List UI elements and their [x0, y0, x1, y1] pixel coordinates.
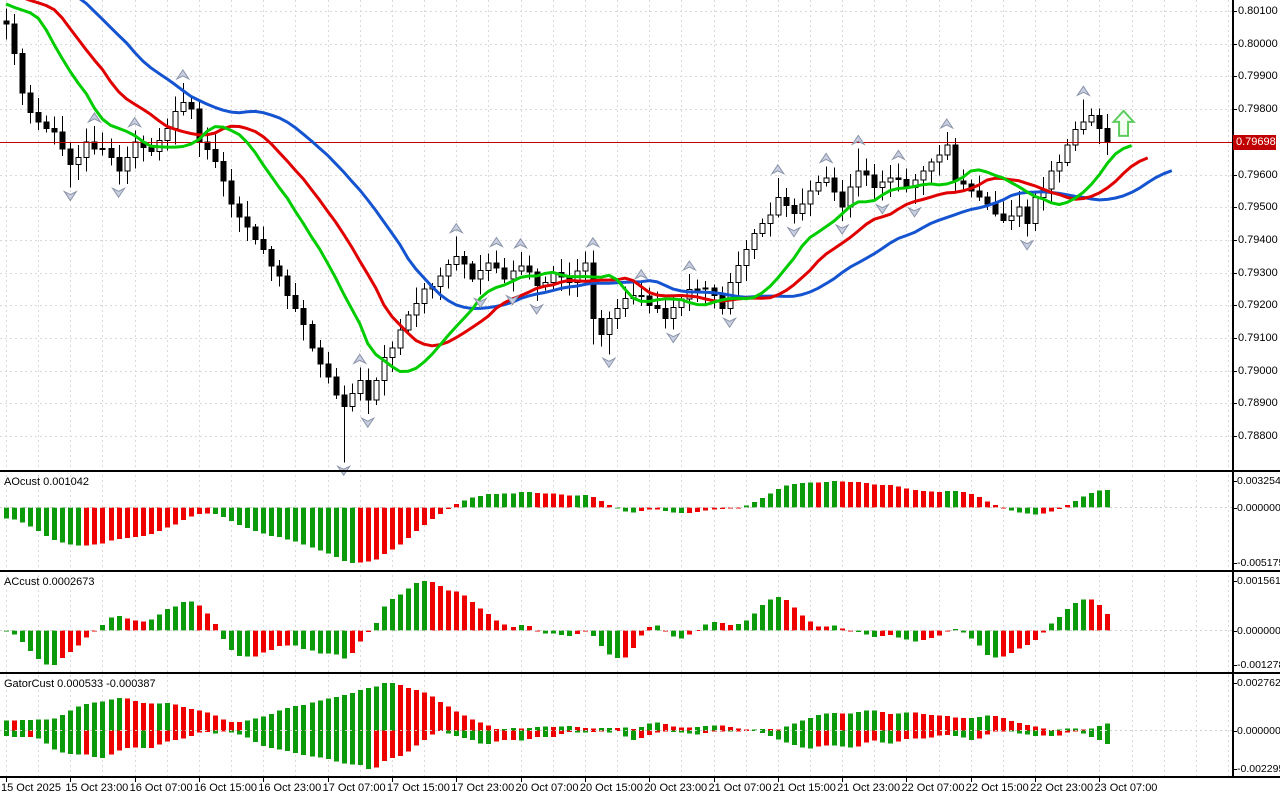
indicator-scale-label: 0.000000 [1237, 724, 1280, 737]
indicator-scale-label: 0.003254 [1237, 475, 1280, 487]
fractal-down-icon [62, 190, 78, 202]
time-axis-label: 20 Oct 07:00 [515, 782, 579, 794]
fractal-down-icon [472, 297, 488, 309]
alligator-lips-line [5, 2, 1133, 373]
time-axis-label: 22 Oct 07:00 [901, 782, 965, 794]
fractal-up-icon [352, 353, 368, 365]
fractal-up-icon [681, 260, 697, 272]
time-axis-label: 16 Oct 15:00 [193, 782, 257, 794]
fractal-up-icon [127, 116, 143, 128]
fractal-down-icon [1019, 239, 1035, 251]
time-axis-label: 16 Oct 23:00 [258, 782, 322, 794]
price-axis-label: 0.79800 [1238, 103, 1278, 116]
fractal-up-icon [448, 222, 464, 234]
time-axis-label: 16 Oct 07:00 [129, 782, 193, 794]
ac-indicator-title: ACcust 0.0002673 [4, 576, 95, 588]
time-axis-label: 23 Oct 07:00 [1094, 782, 1158, 794]
time-axis-label: 15 Oct 2025 [1, 782, 61, 794]
indicator-histogram [0, 481, 1232, 563]
fractal-down-icon [786, 226, 802, 238]
pane-separator [0, 470, 1280, 472]
alligator-teeth-line [24, 0, 1149, 348]
indicator-histogram [0, 581, 1232, 665]
price-axis-border [1232, 0, 1234, 776]
price-axis-label: 0.79300 [1238, 266, 1278, 279]
fractal-markers [62, 69, 1091, 477]
price-axis-label: 0.79000 [1238, 364, 1278, 377]
indicator-scale-label: -0.0012788 [1237, 659, 1280, 671]
time-axis-label: 21 Oct 07:00 [708, 782, 772, 794]
indicator-histogram [0, 683, 1232, 769]
time-axis-label: 22 Oct 15:00 [965, 782, 1029, 794]
time-axis-label: 21 Oct 23:00 [837, 782, 901, 794]
fractal-down-icon [360, 416, 376, 429]
pane-separator [0, 570, 1280, 572]
price-axis-label: 0.78900 [1238, 397, 1278, 410]
gator-indicator-title: GatorCust 0.000533 -0.000387 [4, 678, 156, 690]
fractal-down-icon [907, 206, 922, 218]
fractal-up-icon [890, 149, 906, 161]
price-axis-label: 0.79400 [1238, 233, 1278, 246]
time-axis-label: 17 Oct 15:00 [386, 782, 450, 794]
fractal-down-icon [529, 303, 545, 315]
grid-lines [0, 0, 1232, 776]
alligator-jaw-line [79, 0, 1173, 310]
price-axis-label: 0.79500 [1238, 201, 1278, 214]
time-axis-label: 20 Oct 15:00 [579, 782, 643, 794]
indicator-scale-label: -0.002295 [1237, 763, 1280, 775]
indicator-scale-label: 0.000000 [1237, 501, 1280, 514]
price-axis-label: 0.80000 [1238, 37, 1278, 50]
fractal-up-icon [585, 236, 601, 249]
fractal-down-icon [601, 357, 617, 369]
fractal-down-icon [874, 203, 890, 215]
time-axis-label: 21 Oct 15:00 [772, 782, 836, 794]
pane-separator [0, 672, 1280, 674]
fractal-down-icon [834, 223, 850, 235]
pane-separator [0, 776, 1280, 778]
fractal-down-icon [665, 332, 681, 344]
fractal-up-icon [513, 237, 529, 250]
price-axis-label: 0.79900 [1238, 70, 1278, 83]
price-axis-label: 0.80100 [1238, 5, 1278, 17]
ao-indicator-title: AOcust 0.001042 [4, 476, 90, 488]
indicator-scale-label: 0.002762 [1237, 677, 1280, 689]
price-axis-label: 0.79200 [1238, 299, 1278, 312]
fractal-up-icon [818, 152, 834, 164]
time-axis-label: 17 Oct 23:00 [451, 782, 515, 794]
fractal-up-icon [770, 163, 786, 176]
fractal-down-icon [111, 186, 127, 199]
fractal-up-icon [850, 134, 866, 146]
fractal-up-icon [1075, 85, 1091, 97]
price-axis-label: 0.79600 [1238, 168, 1278, 181]
buy-arrow-icon[interactable] [1111, 109, 1136, 137]
current-price-tag: 0.79698 [1233, 134, 1276, 150]
time-axis-label: 20 Oct 23:00 [644, 782, 708, 794]
indicator-scale-label: 0.0000000 [1237, 624, 1280, 637]
fractal-down-icon [505, 294, 520, 306]
fractal-up-icon [86, 112, 102, 124]
fractal-up-icon [939, 118, 955, 130]
fractal-up-icon [633, 268, 649, 281]
fractal-up-icon [488, 236, 504, 248]
time-axis-label: 15 Oct 23:00 [65, 782, 129, 794]
time-axis-label: 22 Oct 23:00 [1030, 782, 1094, 794]
time-axis-label: 17 Oct 07:00 [322, 782, 386, 794]
fractal-down-icon [722, 316, 738, 329]
indicator-scale-label: -0.005175 [1237, 557, 1280, 569]
fractal-up-icon [175, 69, 191, 81]
price-axis-label: 0.79100 [1238, 332, 1278, 344]
indicator-scale-label: 0.0015612 [1237, 575, 1280, 587]
price-axis-label: 0.78800 [1238, 430, 1278, 443]
